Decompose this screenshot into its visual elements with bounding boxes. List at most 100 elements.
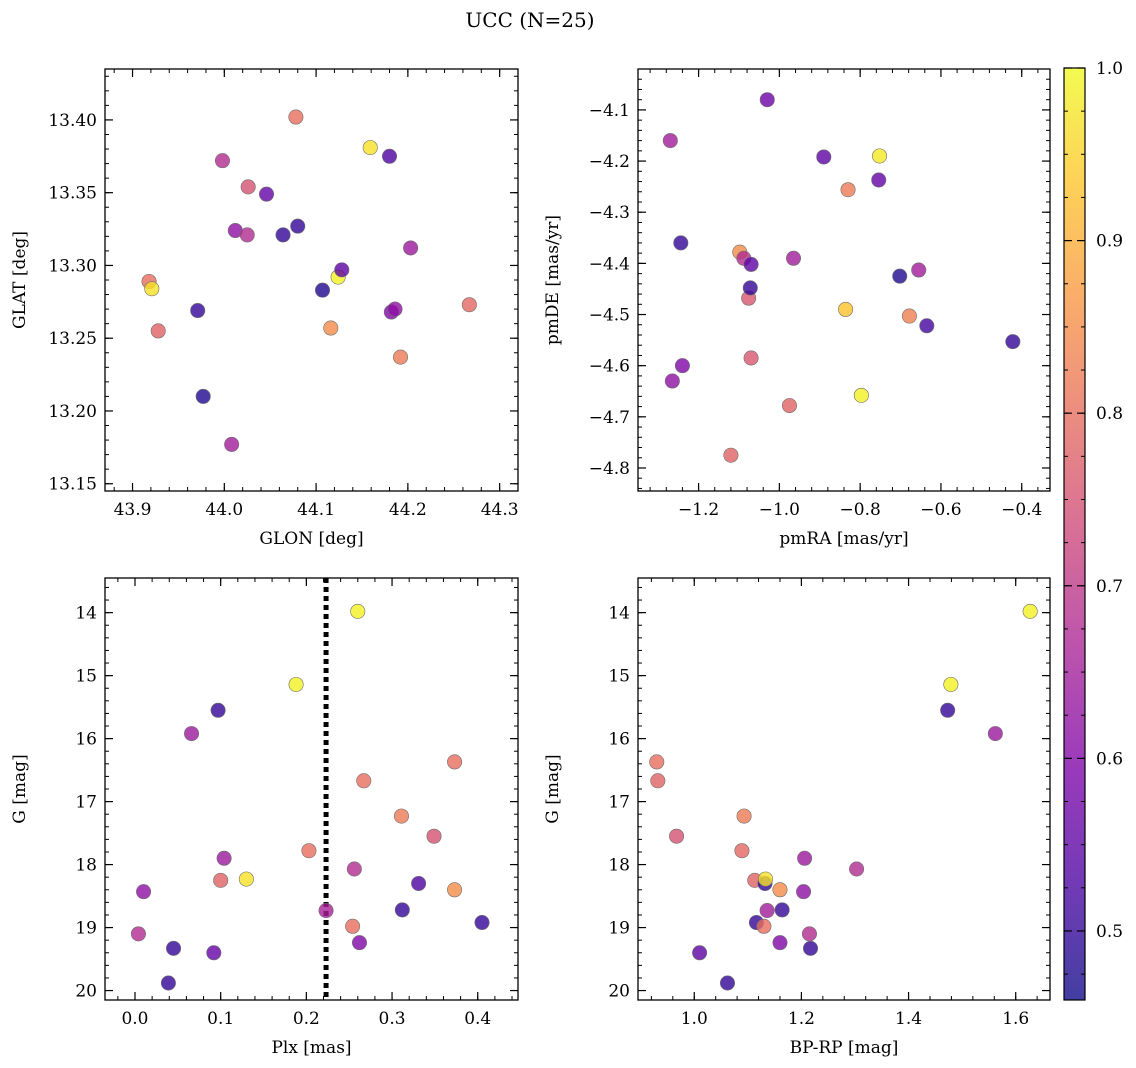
y-tick-label: −4.4: [589, 254, 630, 274]
x-tick-label: 0.4: [464, 1009, 491, 1029]
scatter-point: [393, 349, 409, 365]
scatter-point: [160, 975, 176, 991]
scatter-panel-2: −1.2 −1.0 −0.8 −0.6 −0.4 −4.8 −4.7 −4.6 −4.5 −4.4…: [543, 68, 1051, 549]
scatter-point: [136, 884, 152, 900]
scatter-point: [816, 149, 832, 165]
scatter-point: [803, 940, 819, 956]
scatter-point: [871, 172, 887, 188]
colorbar-tick-label: 0.9: [1096, 232, 1123, 252]
scatter-point: [166, 940, 182, 956]
scatter-point: [238, 871, 254, 887]
scatter-point: [772, 882, 788, 898]
scatter-panel-1: 43.9 44.0 44.1 44.2 44.3 13.15 13.20 13.25 13.30…: [10, 68, 519, 549]
scatter-panel-3: 0.0 0.1 0.2 0.3 0.4 14 15 16 17 18 19 20 Plx [mas] G …: [10, 577, 519, 1058]
x-tick-label: 44.2: [389, 500, 427, 520]
x-tick-label: −1.0: [759, 500, 800, 520]
y-tick-label: 17: [75, 793, 97, 813]
scatter-point: [840, 182, 856, 198]
scatter-point: [130, 926, 146, 942]
scatter-point: [669, 828, 685, 844]
scatter-point: [411, 875, 427, 891]
x-tick-label: 0.0: [121, 1009, 148, 1029]
scatter-point: [872, 148, 888, 164]
x-tick-label: −0.6: [920, 500, 961, 520]
scatter-point: [461, 297, 477, 313]
scatter-point: [838, 301, 854, 317]
scatter-point: [674, 358, 690, 374]
scatter-point: [195, 388, 211, 404]
scatter-point: [801, 926, 817, 942]
y-axis-label: pmDE [mas/yr]: [543, 215, 563, 345]
y-tick-label: 18: [608, 856, 630, 876]
scatter-point: [394, 902, 410, 918]
y-tick-label: 16: [75, 730, 97, 750]
axes-frame: [637, 577, 1051, 1001]
scatter-point: [190, 303, 206, 319]
colorbar-tick-label: 0.6: [1096, 749, 1123, 769]
scatter-point: [662, 133, 678, 149]
scatter-point: [150, 323, 166, 339]
scatter-point: [334, 262, 350, 278]
scatter-point: [239, 227, 255, 243]
colorbar-gradient: [1064, 68, 1085, 1000]
y-tick-label: 13.20: [48, 402, 97, 422]
x-tick-label: 1.4: [895, 1009, 922, 1029]
x-tick-label: 1.0: [681, 1009, 708, 1029]
x-tick-label: 44.0: [205, 500, 243, 520]
axes-frame: [104, 68, 519, 492]
colorbar-tick-label: 0.5: [1096, 922, 1123, 942]
scatter-point: [403, 240, 419, 256]
y-tick-label: 13.15: [48, 475, 97, 495]
scatter-point: [774, 902, 790, 918]
scatter-point: [210, 702, 226, 718]
scatter-point: [474, 915, 490, 931]
x-tick-label: 43.9: [114, 500, 152, 520]
x-tick-label: −0.4: [1001, 500, 1042, 520]
scatter-point: [649, 754, 665, 770]
scatter-point: [1022, 603, 1038, 619]
y-tick-label: 13.35: [48, 184, 97, 204]
scatter-point: [275, 227, 291, 243]
scatter-point: [759, 903, 775, 919]
scatter-point: [734, 843, 750, 859]
scatter-point: [943, 676, 959, 692]
scatter-point: [756, 918, 772, 934]
y-axis-label: GLAT [deg]: [10, 231, 30, 329]
scatter-point: [259, 186, 275, 202]
x-tick-label: 1.6: [1002, 1009, 1029, 1029]
y-tick-label: 17: [608, 793, 630, 813]
scatter-point: [853, 387, 869, 403]
scatter-point: [743, 256, 759, 272]
scatter-point: [447, 882, 463, 898]
scatter-point: [240, 179, 256, 195]
scatter-point: [759, 92, 775, 108]
x-tick-label: 1.2: [788, 1009, 815, 1029]
scatter-point: [345, 918, 361, 934]
y-tick-label: 13.30: [48, 256, 97, 276]
scatter-point: [351, 935, 367, 951]
scatter-point: [318, 903, 334, 919]
scatter-point: [664, 373, 680, 389]
y-tick-label: 20: [608, 982, 630, 1002]
scatter-point: [387, 301, 403, 317]
scatter-point: [144, 281, 160, 297]
scatter-point: [184, 726, 200, 742]
x-axis-label: BP-RP [mag]: [790, 1038, 899, 1058]
scatter-point: [224, 436, 240, 452]
colorbar: 0.5 0.6 0.7 0.8 0.9 1.0: [1063, 59, 1123, 1001]
scatter-point: [940, 702, 956, 718]
scatter-point: [288, 676, 304, 692]
y-tick-label: 14: [608, 604, 630, 624]
y-tick-label: 19: [75, 919, 97, 939]
x-axis-label: pmRA [mas/yr]: [779, 529, 908, 549]
x-tick-label: 0.1: [207, 1009, 234, 1029]
scatter-point: [216, 850, 232, 866]
scatter-point: [362, 140, 378, 156]
colorbar-tick-label: 1.0: [1096, 59, 1123, 79]
scatter-point: [214, 153, 230, 169]
scatter-point: [673, 235, 689, 251]
scatter-point: [393, 808, 409, 824]
scatter-point: [797, 850, 813, 866]
scatter-point: [346, 861, 362, 877]
